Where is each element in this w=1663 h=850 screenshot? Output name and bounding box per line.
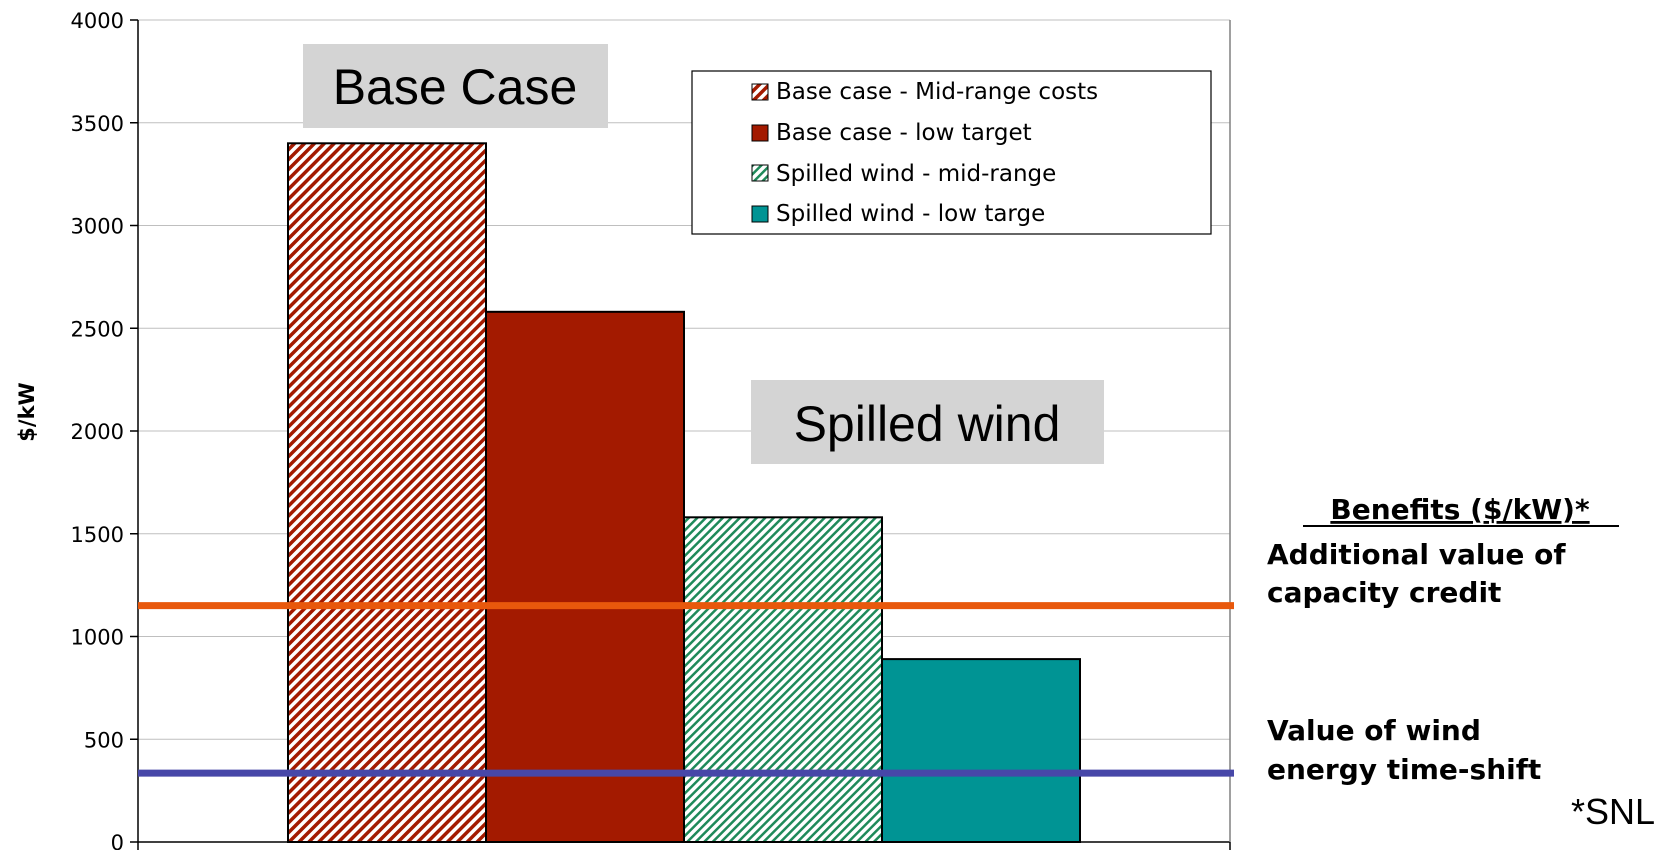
callout-base-case: Base Case <box>303 44 608 128</box>
legend-label-spilled-low: Spilled wind - low targe <box>776 201 1045 227</box>
bar-spilled-mid <box>683 516 883 843</box>
bar-spilled-low <box>881 658 1081 843</box>
bars <box>287 142 1081 844</box>
benefits-panel: Benefits ($/kW)* Additional value of cap… <box>1267 493 1655 832</box>
bar-base-mid <box>287 142 487 844</box>
time-shift-label-line1: Value of wind <box>1267 714 1481 747</box>
legend-swatch-base-mid <box>751 83 769 101</box>
capacity-credit-label-line1: Additional value of <box>1267 538 1566 571</box>
legend-box <box>691 70 1212 235</box>
benefits-heading: Benefits ($/kW)* <box>1330 493 1590 526</box>
capacity-credit-label-line2: capacity credit <box>1267 576 1501 609</box>
reference-lines <box>138 602 1234 777</box>
legend-swatch-base-low <box>751 124 769 142</box>
axes: 0 500 1000 1500 2000 2500 3000 3500 4000 <box>71 9 1231 850</box>
y-tick-label: 4000 <box>71 9 124 33</box>
y-tick-label: 0 <box>111 831 124 850</box>
callout-spilled-wind-text: Spilled wind <box>794 396 1061 452</box>
y-tick-label: 2000 <box>71 420 124 444</box>
legend-label-base-mid: Base case - Mid-range costs <box>776 79 1098 105</box>
y-tick-label: 500 <box>84 728 124 752</box>
time-shift-label-line2: energy time-shift <box>1267 753 1541 786</box>
legend-label-base-low: Base case - low target <box>776 120 1032 146</box>
callout-base-case-text: Base Case <box>333 59 578 115</box>
legend-label-spilled-mid: Spilled wind - mid-range <box>776 161 1056 187</box>
y-tick-label: 2500 <box>71 317 124 341</box>
source-note: *SNL <box>1571 791 1655 832</box>
legend-swatch-spilled-low <box>751 205 769 223</box>
y-axis-label: $/kW <box>15 382 39 441</box>
legend-swatch-spilled-mid <box>751 164 769 182</box>
callout-spilled-wind: Spilled wind <box>751 380 1104 464</box>
y-tick-label: 1500 <box>71 523 124 547</box>
y-tick-label: 3000 <box>71 215 124 239</box>
legend: Base case - Mid-range costs Base case - … <box>691 70 1212 235</box>
y-tick-label: 1000 <box>71 626 124 650</box>
y-tick-label: 3500 <box>71 112 124 136</box>
bar-base-low <box>485 310 685 843</box>
